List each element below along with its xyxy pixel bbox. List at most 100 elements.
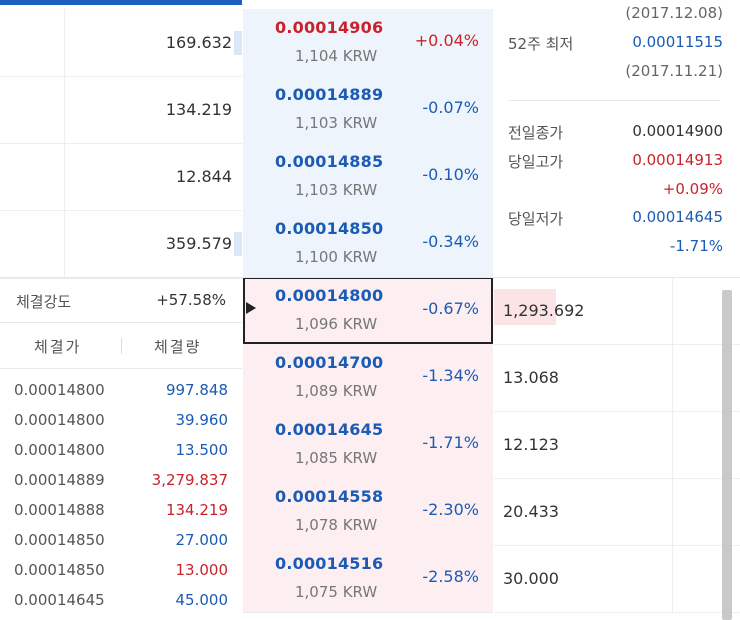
trade-row: 0.00014800 997.848	[0, 376, 242, 406]
52week-low-value: 0.00011515	[632, 33, 723, 51]
orderbook-price-row[interactable]: 0.00014889 1,103 KRW -0.07%	[243, 76, 493, 144]
day-high-label: 당일고가	[508, 153, 564, 171]
ask-quantity-row[interactable]: 169.632	[0, 9, 242, 77]
bid-quantity: 30.000	[503, 569, 559, 588]
orderbook-price-row[interactable]: 0.00014700 1,089 KRW -1.34%	[243, 344, 493, 412]
change-percent: -0.07%	[422, 98, 479, 117]
ask-quantity: 134.219	[165, 100, 232, 119]
orderbook-price-row[interactable]: 0.00014885 1,103 KRW -0.10%	[243, 143, 493, 211]
trade-price: 0.00014850	[14, 561, 105, 579]
current-price-pointer-icon	[246, 302, 256, 314]
day-low-label: 당일저가	[508, 210, 564, 228]
trade-strength-bar: 체결강도 +57.58%	[0, 278, 242, 323]
orderbook-price-row[interactable]: 0.00014645 1,085 KRW -1.71%	[243, 411, 493, 479]
trade-quantity: 997.848	[165, 381, 228, 399]
trade-price: 0.00014800	[14, 381, 105, 399]
day-high-percent: +0.09%	[662, 180, 723, 198]
ask-volume-bar	[234, 232, 242, 256]
current-price-row[interactable]: 0.00014800 1,096 KRW -0.67%	[243, 277, 493, 344]
52week-high-date: (2017.12.08)	[625, 4, 723, 22]
price: 0.00014516	[275, 554, 384, 573]
trade-price: 0.00014850	[14, 531, 105, 549]
bid-quantity-row[interactable]: 20.433	[494, 478, 740, 546]
ask-quantity: 169.632	[165, 33, 232, 52]
divider	[672, 277, 673, 344]
krw-price: 1,103 KRW	[295, 114, 378, 132]
orderbook-price-row[interactable]: 0.00014850 1,100 KRW -0.34%	[243, 210, 493, 278]
change-percent: -2.30%	[422, 500, 479, 519]
change-percent: -0.34%	[422, 232, 479, 251]
bid-quantity: 12.123	[503, 435, 559, 454]
trade-quantity: 39.960	[175, 411, 229, 429]
bid-quantity-row[interactable]: 12.123	[494, 411, 740, 479]
divider	[0, 277, 740, 278]
trade-row: 0.00014889 3,279.837	[0, 466, 242, 496]
ask-quantity: 12.844	[176, 167, 232, 186]
divider	[508, 100, 720, 101]
bid-quantity: 13.068	[503, 368, 559, 387]
krw-price: 1,096 KRW	[295, 315, 378, 333]
trade-row: 0.00014800 39.960	[0, 406, 242, 436]
change-percent: -1.71%	[422, 433, 479, 452]
divider	[672, 478, 673, 545]
trade-row: 0.00014850 27.000	[0, 526, 242, 556]
divider	[64, 9, 65, 76]
bid-quantity: 20.433	[503, 502, 559, 521]
price: 0.00014558	[275, 487, 384, 506]
trade-quantity: 3,279.837	[151, 471, 228, 489]
trade-strength-label: 체결강도	[16, 293, 72, 311]
52week-low-label: 52주 최저	[508, 35, 574, 53]
krw-price: 1,078 KRW	[295, 516, 378, 534]
change-percent: +0.04%	[414, 31, 479, 50]
bid-volume-bar	[494, 289, 556, 325]
prev-close-value: 0.00014900	[632, 122, 723, 140]
trade-quantity: 27.000	[175, 531, 229, 549]
trade-row: 0.00014888 134.219	[0, 496, 242, 526]
change-percent: -1.34%	[422, 366, 479, 385]
price: 0.00014850	[275, 219, 384, 238]
trade-price: 0.00014800	[14, 441, 105, 459]
ask-quantity-row[interactable]: 134.219	[0, 76, 242, 144]
day-low-value: 0.00014645	[632, 208, 723, 226]
trade-row: 0.00014850 13.000	[0, 556, 242, 586]
divider	[64, 143, 65, 210]
trade-quantity: 134.219	[165, 501, 228, 519]
price: 0.00014645	[275, 420, 384, 439]
ask-quantity-row[interactable]: 359.579	[0, 210, 242, 278]
trade-strength-value: +57.58%	[156, 291, 226, 309]
orderbook-price-row[interactable]: 0.00014558 1,078 KRW -2.30%	[243, 478, 493, 546]
vertical-scrollbar[interactable]	[722, 290, 732, 620]
trade-price: 0.00014889	[14, 471, 105, 489]
divider	[64, 76, 65, 143]
price: 0.00014885	[275, 152, 384, 171]
trade-quantity: 13.500	[175, 441, 229, 459]
change-percent: -0.10%	[422, 165, 479, 184]
ask-quantity-row[interactable]: 12.844	[0, 143, 242, 211]
orderbook-price-row[interactable]: 0.00014906 1,104 KRW +0.04%	[243, 9, 493, 77]
divider	[121, 338, 122, 354]
trade-qty-header: 체결량	[154, 338, 202, 356]
krw-price: 1,075 KRW	[295, 583, 378, 601]
trade-price: 0.00014800	[14, 411, 105, 429]
divider	[672, 344, 673, 411]
bid-quantity-row[interactable]: 30.000	[494, 545, 740, 613]
krw-price: 1,103 KRW	[295, 181, 378, 199]
price: 0.00014906	[275, 18, 384, 37]
price: 0.00014889	[275, 85, 384, 104]
trade-price-header: 체결가	[34, 338, 82, 356]
divider	[672, 411, 673, 478]
change-percent: -0.67%	[422, 299, 479, 318]
price: 0.00014800	[275, 286, 384, 305]
krw-price: 1,085 KRW	[295, 449, 378, 467]
orderbook-price-row[interactable]: 0.00014516 1,075 KRW -2.58%	[243, 545, 493, 613]
bid-quantity-row[interactable]: 1,293.692	[494, 277, 740, 345]
trade-quantity: 13.000	[175, 561, 229, 579]
trade-price: 0.00014888	[14, 501, 105, 519]
krw-price: 1,089 KRW	[295, 382, 378, 400]
52week-low-date: (2017.11.21)	[625, 62, 723, 80]
active-tab-indicator	[0, 0, 242, 5]
bid-quantity-row[interactable]: 13.068	[494, 344, 740, 412]
prev-close-label: 전일종가	[508, 124, 564, 142]
day-low-percent: -1.71%	[669, 237, 723, 255]
krw-price: 1,104 KRW	[295, 47, 378, 65]
